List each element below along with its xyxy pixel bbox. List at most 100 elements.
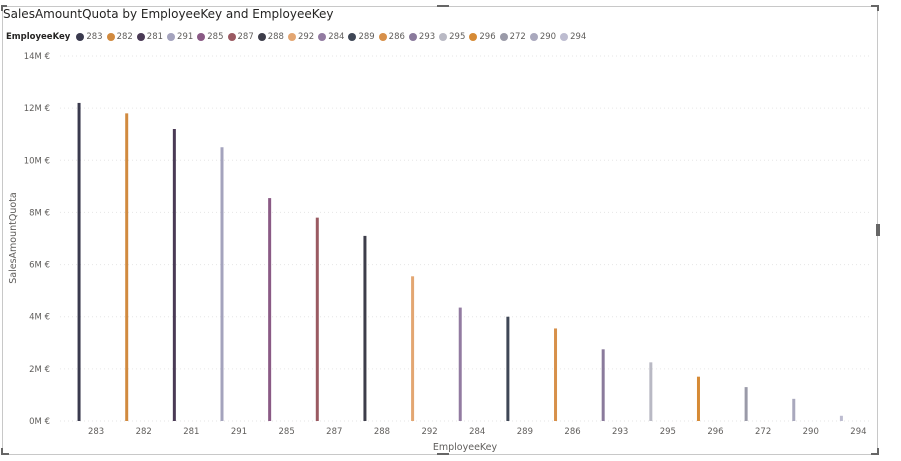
x-tick-label: 282 [136, 427, 152, 437]
resize-handle-top-center[interactable] [437, 5, 449, 7]
x-tick-label: 294 [850, 427, 866, 437]
resize-handle-bottom-right-v[interactable] [877, 448, 879, 455]
y-tick-label: 0M € [29, 417, 50, 427]
bar-285 [268, 198, 272, 421]
legend-item[interactable]: 296 [469, 32, 496, 42]
legend-dot-icon [348, 33, 357, 41]
bar-272 [744, 387, 748, 421]
legend-dot-icon [227, 33, 236, 41]
legend-item[interactable]: 285 [197, 32, 224, 42]
legend-item-label: 272 [509, 32, 526, 42]
bar-283 [77, 102, 81, 421]
resize-handle-bottom-right[interactable] [871, 453, 879, 455]
legend-item[interactable]: 293 [408, 32, 436, 42]
legend-item-label: 291 [177, 32, 194, 42]
legend-item-label: 294 [570, 32, 587, 42]
bar-288 [363, 235, 367, 421]
legend-item[interactable]: 288 [257, 32, 284, 42]
bar-294 [839, 415, 843, 421]
y-axis-title: SalesAmountQuota [8, 192, 19, 283]
x-tick-label: 272 [755, 427, 771, 437]
bar-282 [125, 113, 129, 421]
legend-item[interactable]: 286 [378, 32, 405, 42]
bar-281 [172, 129, 176, 421]
legend-item[interactable]: 291 [167, 32, 193, 42]
y-tick-label: 12M € [24, 104, 50, 114]
legend-item-label: 283 [86, 32, 103, 42]
x-tick-label: 287 [326, 427, 342, 437]
legend-item[interactable]: 292 [287, 32, 315, 42]
legend-item-label: 281 [146, 32, 164, 42]
legend-item-label: 282 [116, 32, 133, 42]
x-tick-label: 293 [612, 427, 628, 437]
legend-item-label: 289 [358, 32, 375, 42]
legend: EmployeeKey 283 282 281 291 285 287 288 292 284 2… [6, 31, 590, 43]
resize-handle-bottom-left-v[interactable] [1, 448, 3, 455]
legend-item[interactable]: 281 [136, 32, 164, 42]
legend-item[interactable]: 283 [76, 32, 103, 42]
legend-dot-icon [257, 33, 266, 41]
resize-handle-top-right-v[interactable] [877, 5, 879, 11]
resize-handle-top-left-v[interactable] [1, 5, 3, 11]
resize-handle-bottom-left[interactable] [1, 453, 9, 455]
legend-item-label: 288 [267, 32, 284, 42]
resize-handle-bottom-center[interactable] [437, 453, 449, 455]
resize-handle-top-left[interactable] [1, 5, 7, 7]
legend-title: EmployeeKey [6, 32, 71, 42]
bar-293 [601, 349, 605, 421]
x-tick-label: 296 [707, 427, 723, 437]
x-tick-label: 284 [469, 427, 485, 437]
legend-dot-icon [529, 33, 538, 41]
legend-dot-icon [378, 33, 387, 41]
bar-289 [506, 316, 510, 421]
y-tick-label: 8M € [29, 208, 50, 218]
legend-item[interactable]: 294 [560, 32, 586, 42]
legend-item-label: 296 [479, 32, 496, 42]
legend-dot-icon [136, 33, 145, 41]
legend-item[interactable]: 295 [439, 32, 465, 42]
legend-item-label: 286 [388, 32, 405, 42]
legend-dot-icon [408, 33, 417, 41]
resize-handle-top-right[interactable] [871, 5, 879, 7]
bar-295 [649, 362, 653, 421]
x-tick-label: 295 [660, 427, 676, 437]
x-tick-label: 292 [421, 427, 437, 437]
legend-dot-icon [439, 33, 448, 41]
legend-item[interactable]: 272 [499, 32, 526, 42]
legend-item-label: 284 [328, 32, 345, 42]
legend-dot-icon [287, 33, 296, 41]
x-tick-label: 285 [279, 427, 295, 437]
legend-dot-icon [469, 33, 478, 41]
x-tick-label: 281 [183, 427, 199, 437]
x-tick-label: 288 [374, 427, 390, 437]
legend-item[interactable]: 284 [318, 32, 344, 42]
legend-item[interactable]: 290 [529, 32, 557, 42]
legend-item-label: 293 [418, 32, 436, 42]
legend-item-label: 287 [237, 32, 254, 42]
bar-286 [554, 328, 558, 421]
legend-item-label: 290 [539, 32, 557, 42]
legend-dot-icon [560, 33, 569, 41]
bar-284 [458, 307, 462, 421]
bar-290 [792, 398, 796, 421]
legend-dot-icon [197, 33, 206, 41]
bar-296 [696, 376, 700, 421]
y-tick-label: 6M € [29, 261, 50, 271]
legend-dot-icon [499, 33, 508, 41]
legend-dot-icon [318, 33, 327, 41]
legend-item-label: 285 [207, 32, 224, 42]
y-tick-label: 10M € [24, 156, 50, 166]
legend-dot-icon [106, 33, 115, 41]
resize-handle-right-center[interactable] [876, 224, 880, 236]
legend-dot-icon [167, 33, 176, 41]
legend-item[interactable]: 289 [348, 32, 375, 42]
legend-item-label: 295 [449, 32, 466, 42]
legend-item-label: 292 [297, 32, 315, 42]
legend-item[interactable]: 287 [227, 32, 254, 42]
visual-title: SalesAmountQuota by EmployeeKey and Empl… [3, 7, 334, 21]
bar-287 [315, 217, 319, 421]
x-axis-title: EmployeeKey [433, 442, 498, 453]
legend-item[interactable]: 282 [106, 32, 133, 42]
x-tick-label: 286 [564, 427, 580, 437]
